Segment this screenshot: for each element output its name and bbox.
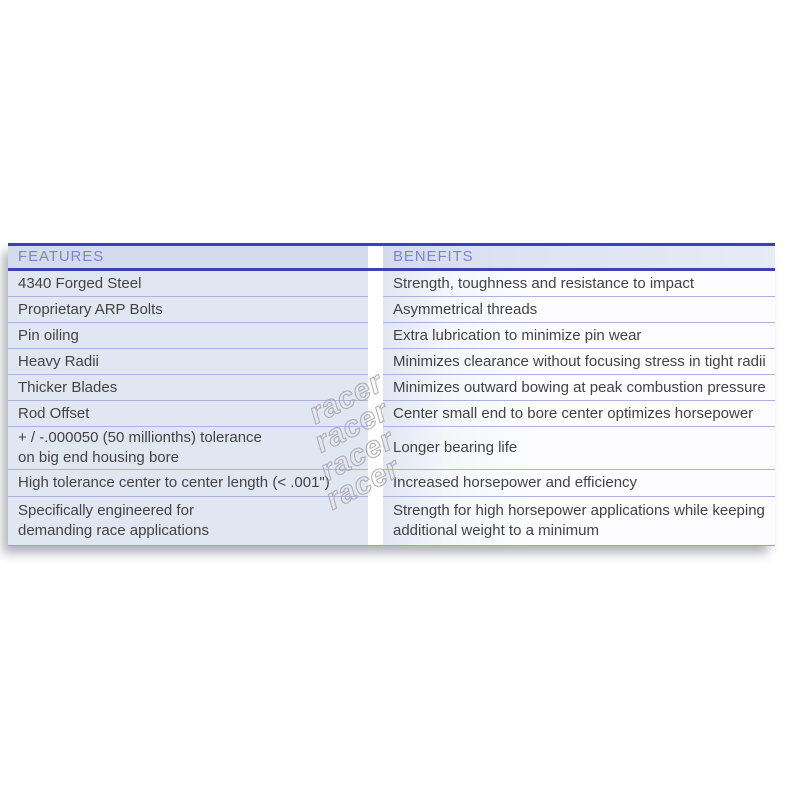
table-row: Specifically engineered for demanding ra… <box>8 497 775 545</box>
column-gutter <box>368 470 383 497</box>
column-gutter <box>368 323 383 349</box>
table-row: 4340 Forged Steel Strength, toughness an… <box>8 271 775 297</box>
column-gutter <box>368 497 383 545</box>
features-column-header: FEATURES <box>8 246 368 268</box>
feature-cell: High tolerance center to center length (… <box>8 470 368 497</box>
table-row: + / -.000050 (50 millionths) tolerance o… <box>8 427 775 470</box>
benefit-cell: Minimizes clearance without focusing str… <box>383 349 775 375</box>
feature-cell: Pin oiling <box>8 323 368 349</box>
benefits-column-header: BENEFITS <box>383 246 775 268</box>
benefit-cell: Extra lubrication to minimize pin wear <box>383 323 775 349</box>
table-row: Heavy Radii Minimizes clearance without … <box>8 349 775 375</box>
feature-cell: Specifically engineered for demanding ra… <box>8 497 368 545</box>
benefit-cell: Center small end to bore center optimize… <box>383 401 775 427</box>
column-gutter <box>368 427 383 470</box>
table-row: Thicker Blades Minimizes outward bowing … <box>8 375 775 401</box>
table-top-border <box>8 243 775 246</box>
column-gutter <box>368 349 383 375</box>
table-row: Pin oiling Extra lubrication to minimize… <box>8 323 775 349</box>
table-bottom-border <box>8 545 775 546</box>
column-gutter <box>368 375 383 401</box>
column-gutter <box>368 401 383 427</box>
feature-cell: + / -.000050 (50 millionths) tolerance o… <box>8 427 368 470</box>
benefit-cell: Strength, toughness and resistance to im… <box>383 271 775 297</box>
benefit-cell: Increased horsepower and efficiency <box>383 470 775 497</box>
table-header-row: FEATURES BENEFITS <box>8 246 775 268</box>
feature-cell: Thicker Blades <box>8 375 368 401</box>
features-benefits-table: FEATURES BENEFITS 4340 Forged Steel Stre… <box>8 243 775 546</box>
benefit-cell: Longer bearing life <box>383 427 775 470</box>
column-gutter <box>368 297 383 323</box>
benefit-cell: Minimizes outward bowing at peak combust… <box>383 375 775 401</box>
table-row: High tolerance center to center length (… <box>8 470 775 497</box>
table-row: Rod Offset Center small end to bore cent… <box>8 401 775 427</box>
benefit-cell: Asymmetrical threads <box>383 297 775 323</box>
feature-cell: Rod Offset <box>8 401 368 427</box>
column-gutter <box>368 271 383 297</box>
header-underline <box>8 268 775 271</box>
feature-cell: 4340 Forged Steel <box>8 271 368 297</box>
feature-cell: Proprietary ARP Bolts <box>8 297 368 323</box>
table-row: Proprietary ARP Bolts Asymmetrical threa… <box>8 297 775 323</box>
feature-cell: Heavy Radii <box>8 349 368 375</box>
benefit-cell: Strength for high horsepower application… <box>383 497 775 545</box>
column-gutter <box>368 246 383 268</box>
